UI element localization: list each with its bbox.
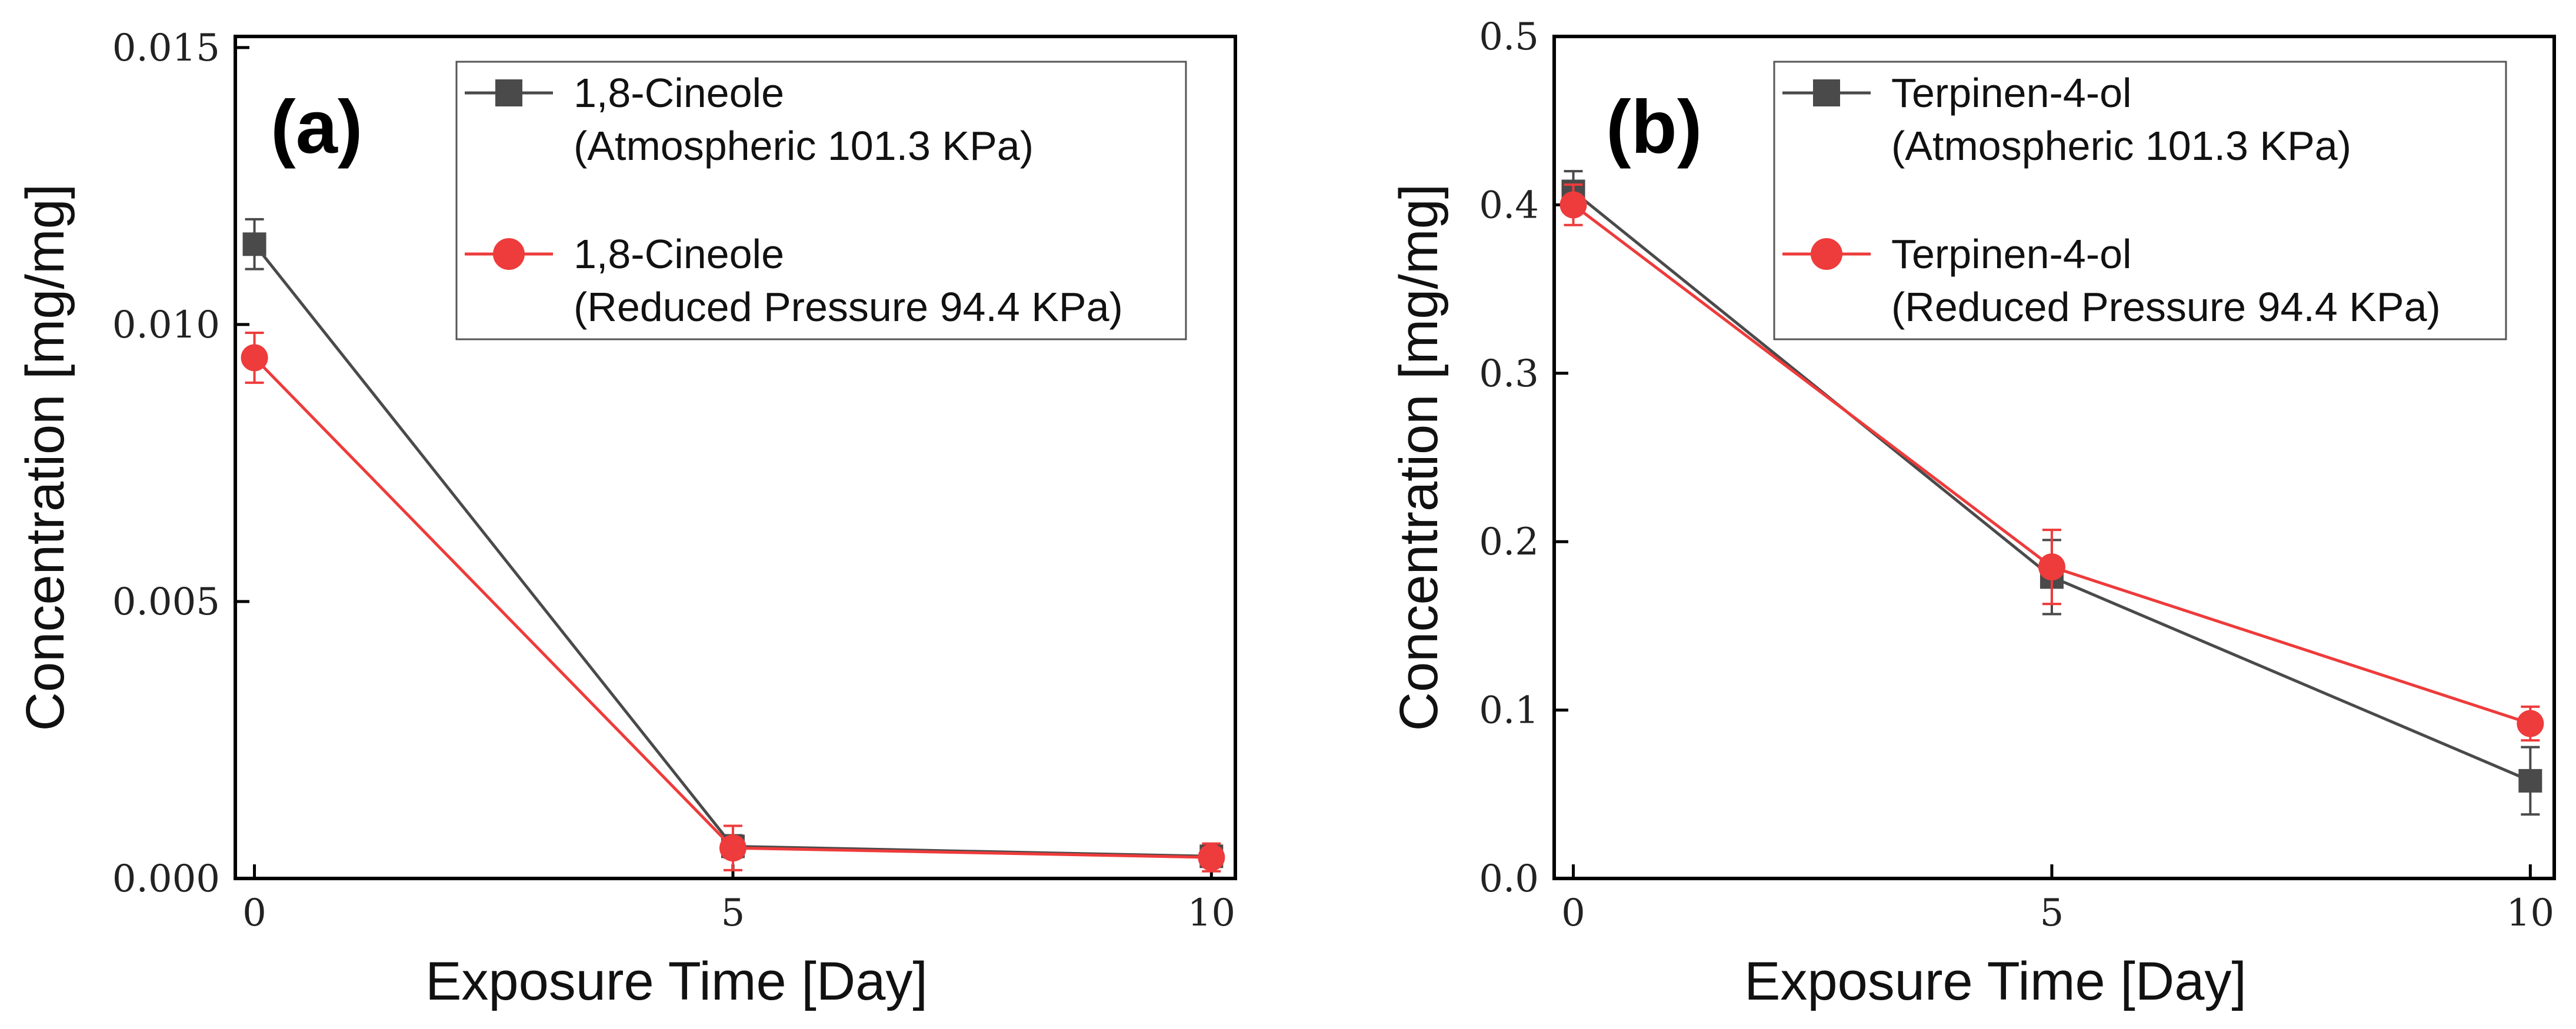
- data-point-square: [2518, 769, 2542, 793]
- x-tick-label: 0: [1561, 891, 1585, 935]
- series-reduced-pressure: [1559, 183, 2544, 742]
- y-tick-label: 0.010: [112, 303, 220, 347]
- series-layer: [241, 218, 1225, 873]
- y-tick-label: 0.0: [1479, 857, 1539, 901]
- data-point-circle: [241, 344, 268, 372]
- series-line: [253, 356, 1212, 859]
- series-layer: [1559, 170, 2544, 816]
- data-point-circle: [1559, 191, 1587, 219]
- x-tick-label: 10: [1188, 891, 1235, 935]
- y-axis-title: Concentration [mg/mg]: [1389, 184, 1449, 731]
- legend-square-marker: [1813, 79, 1840, 106]
- y-tick-label: 0.000: [112, 857, 220, 901]
- legend-entry-atmospheric-name: 1,8-Cineole: [574, 70, 784, 116]
- legend: 1,8-Cineole (Atmospheric 101.3 KPa) 1,8-…: [455, 61, 1187, 340]
- legend-entry-atmospheric-name: Terpinen-4-ol: [1891, 70, 2132, 116]
- legend-entry-reduced-condition: (Reduced Pressure 94.4 KPa): [1891, 284, 2441, 330]
- x-tick-label: 10: [2507, 891, 2554, 935]
- y-tick-label: 0.4: [1479, 183, 1539, 227]
- data-point-circle: [2038, 553, 2065, 581]
- y-tick-label: 0.1: [1479, 689, 1539, 733]
- y-tick-label: 0.2: [1479, 520, 1539, 564]
- legend-entry-reduced-name: Terpinen-4-ol: [1891, 231, 2132, 277]
- plot-area-frame: [234, 35, 1237, 880]
- panel-label: (a): [271, 85, 362, 169]
- y-axis-title: Concentration [mg/mg]: [15, 184, 75, 731]
- legend-frame: [1773, 61, 2507, 340]
- data-point-square: [242, 232, 266, 256]
- data-point-circle: [1198, 844, 1225, 871]
- axis-ticks: 0.000 0.005 0.010 0.015 0 5 10: [112, 26, 1235, 935]
- legend-entry-reduced-condition: (Reduced Pressure 94.4 KPa): [574, 284, 1123, 330]
- legend-entry-atmospheric-condition: (Atmospheric 101.3 KPa): [1891, 123, 2351, 169]
- legend: Terpinen-4-ol (Atmospheric 101.3 KPa) Te…: [1773, 61, 2507, 340]
- axis-ticks: 0.0 0.1 0.2 0.3 0.4 0.5 0 5 10: [1479, 15, 2554, 935]
- legend-frame: [455, 61, 1187, 340]
- legend-square-marker: [495, 79, 522, 106]
- legend-circle-marker: [493, 238, 525, 270]
- chart-panel-a: 0.000 0.005 0.010 0.015 0 5 10 (a) Exposure Ti…: [15, 26, 1237, 1011]
- y-tick-label: 0.005: [112, 580, 220, 624]
- x-axis-title: Exposure Time [Day]: [425, 951, 928, 1011]
- chart-panel-b: 0.0 0.1 0.2 0.3 0.4 0.5 0 5 10 (b) Exposure Time…: [1389, 15, 2556, 1011]
- series-reduced-pressure: [241, 332, 1225, 873]
- legend-circle-marker: [1811, 238, 1842, 270]
- y-tick-label: 0.015: [112, 26, 220, 70]
- panel-label: (b): [1606, 85, 1702, 169]
- data-point-circle: [2517, 710, 2544, 737]
- x-tick-label: 5: [2040, 891, 2064, 935]
- y-tick-label: 0.5: [1479, 15, 1539, 59]
- legend-entry-reduced-name: 1,8-Cineole: [574, 231, 784, 277]
- plot-area-frame: [1552, 35, 2556, 880]
- data-point-circle: [719, 834, 747, 862]
- y-tick-label: 0.3: [1479, 352, 1539, 396]
- x-axis-title: Exposure Time [Day]: [1744, 951, 2247, 1011]
- legend-entry-atmospheric-condition: (Atmospheric 101.3 KPa): [574, 123, 1034, 169]
- x-tick-label: 5: [721, 891, 745, 935]
- x-tick-label: 0: [242, 891, 266, 935]
